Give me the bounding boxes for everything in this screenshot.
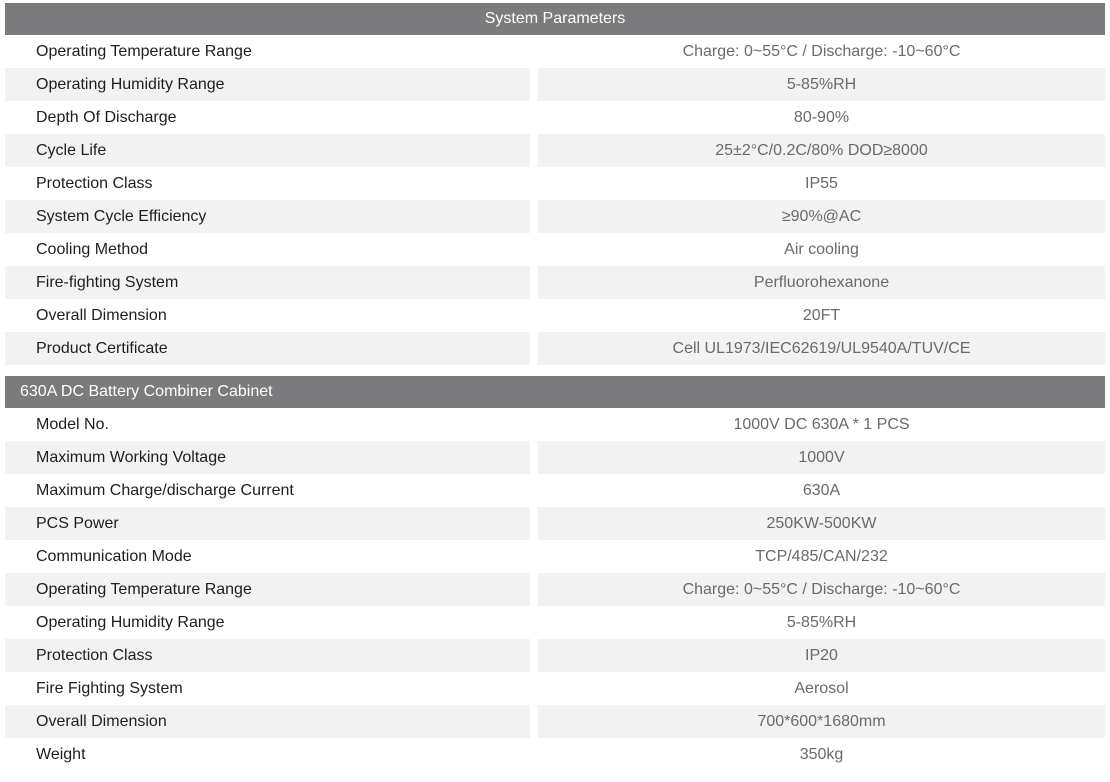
param-value: IP55 bbox=[805, 175, 838, 192]
param-label: Model No. bbox=[36, 416, 109, 433]
param-label: Operating Temperature Range bbox=[36, 43, 252, 60]
table-row: Operating Humidity Range 5-85%RH bbox=[5, 68, 1105, 101]
param-label: Operating Humidity Range bbox=[5, 68, 530, 101]
system-parameters-table: System Parameters Operating Temperature … bbox=[5, 3, 1105, 365]
param-label: Fire-fighting System bbox=[5, 266, 530, 299]
param-label: Cooling Method bbox=[36, 241, 149, 258]
param-value: ≥90%@AC bbox=[538, 200, 1105, 233]
param-label: Maximum Charge/discharge Current bbox=[36, 482, 294, 499]
param-value: Charge: 0~55°C / Discharge: -10~60°C bbox=[538, 573, 1105, 606]
table-row: Model No. 1000V DC 630A * 1 PCS bbox=[5, 408, 1105, 441]
table-row: Protection Class IP20 bbox=[5, 639, 1105, 672]
param-value: 250KW-500KW bbox=[538, 507, 1105, 540]
table-row: Operating Temperature Range Charge: 0~55°… bbox=[5, 573, 1105, 606]
param-value: 630A bbox=[802, 482, 841, 499]
table-row: Depth Of Discharge 80-90% bbox=[5, 101, 1105, 134]
param-label: Communication Mode bbox=[36, 548, 192, 565]
param-value: TCP/485/CAN/232 bbox=[755, 548, 888, 565]
table-row: Fire-fighting System Perfluorohexanone bbox=[5, 266, 1105, 299]
table-row: System Cycle Efficiency ≥90%@AC bbox=[5, 200, 1105, 233]
table-row: Weight 350kg bbox=[5, 738, 1105, 771]
table-row: Overall Dimension 700*600*1680mm bbox=[5, 705, 1105, 738]
table-row: Fire Fighting System Aerosol bbox=[5, 672, 1105, 705]
table-row: Overall Dimension 20FT bbox=[5, 299, 1105, 332]
param-label: Overall Dimension bbox=[36, 307, 167, 324]
section-header: 630A DC Battery Combiner Cabinet bbox=[5, 376, 1105, 408]
table-row: Cycle Life 25±2°C/0.2C/80% DOD≥8000 bbox=[5, 134, 1105, 167]
param-value: 1000V DC 630A * 1 PCS bbox=[733, 416, 910, 433]
param-label: Depth Of Discharge bbox=[36, 109, 177, 126]
combiner-cabinet-table: 630A DC Battery Combiner Cabinet Model N… bbox=[5, 376, 1105, 771]
table-row: Product Certificate Cell UL1973/IEC62619/… bbox=[5, 332, 1105, 365]
param-label: Maximum Working Voltage bbox=[5, 441, 530, 474]
param-value: Air cooling bbox=[784, 241, 859, 258]
param-label: Cycle Life bbox=[5, 134, 530, 167]
param-label: Protection Class bbox=[5, 639, 530, 672]
param-label: Operating Humidity Range bbox=[36, 614, 225, 631]
table-row: Operating Temperature Range Charge: 0~55°… bbox=[5, 35, 1105, 68]
param-label: System Cycle Efficiency bbox=[5, 200, 530, 233]
param-value: Aerosol bbox=[794, 680, 849, 697]
param-label: PCS Power bbox=[5, 507, 530, 540]
param-label: Operating Temperature Range bbox=[5, 573, 530, 606]
table-row: Protection Class IP55 bbox=[5, 167, 1105, 200]
param-value: 5-85%RH bbox=[538, 68, 1105, 101]
table-row: Communication Mode TCP/485/CAN/232 bbox=[5, 540, 1105, 573]
param-label: Protection Class bbox=[36, 175, 153, 192]
param-label: Fire Fighting System bbox=[36, 680, 183, 697]
param-value: 80-90% bbox=[793, 109, 850, 126]
param-value: 20FT bbox=[802, 307, 841, 324]
param-label: Weight bbox=[36, 746, 86, 763]
table-row: PCS Power 250KW-500KW bbox=[5, 507, 1105, 540]
table-row: Maximum Charge/discharge Current 630A bbox=[5, 474, 1105, 507]
param-value: IP20 bbox=[538, 639, 1105, 672]
param-value: 350kg bbox=[799, 746, 844, 763]
param-value: Charge: 0~55°C / Discharge: -10~60°C bbox=[682, 43, 961, 60]
param-label: Product Certificate bbox=[5, 332, 530, 365]
section-header: System Parameters bbox=[5, 3, 1105, 35]
param-value: 1000V bbox=[538, 441, 1105, 474]
table-row: Maximum Working Voltage 1000V bbox=[5, 441, 1105, 474]
param-label: Overall Dimension bbox=[5, 705, 530, 738]
param-value: 5-85%RH bbox=[786, 614, 857, 631]
table-row: Operating Humidity Range 5-85%RH bbox=[5, 606, 1105, 639]
param-value: 25±2°C/0.2C/80% DOD≥8000 bbox=[538, 134, 1105, 167]
param-value: Cell UL1973/IEC62619/UL9540A/TUV/CE bbox=[538, 332, 1105, 365]
param-value: 700*600*1680mm bbox=[538, 705, 1105, 738]
table-row: Cooling Method Air cooling bbox=[5, 233, 1105, 266]
param-value: Perfluorohexanone bbox=[538, 266, 1105, 299]
